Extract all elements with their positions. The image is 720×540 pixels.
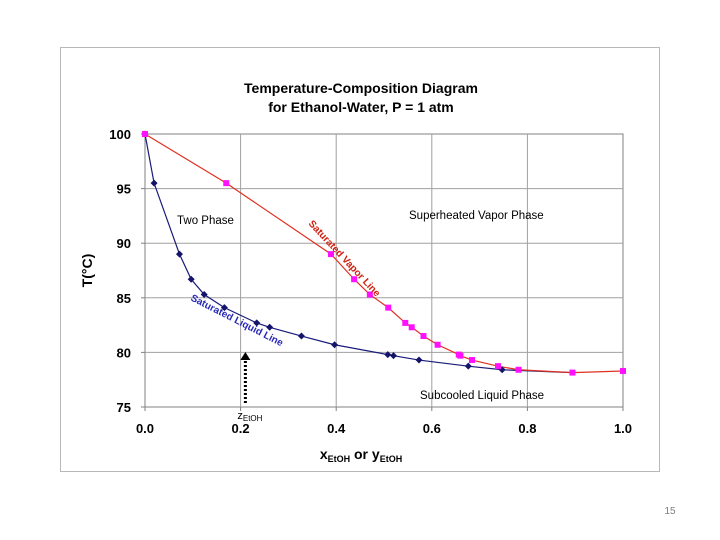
y-tick-label: 95	[117, 182, 131, 197]
y-tick-label: 90	[117, 236, 131, 251]
label-subcooled-liquid: Subcooled Liquid Phase	[420, 390, 544, 402]
data-point-liquid	[175, 250, 183, 258]
y-tick-label: 100	[109, 127, 131, 142]
y-axis-label: T(°C)	[79, 254, 95, 288]
series-line-0	[144, 133, 573, 374]
data-point-liquid	[297, 332, 305, 340]
data-point-vapor	[223, 180, 230, 187]
x-tick-label: 0.6	[423, 421, 441, 436]
data-point-liquid	[200, 291, 208, 299]
feed-arrow-head	[240, 352, 251, 360]
z-etoh-label: zEtOH	[237, 410, 262, 423]
y-tick-label: 85	[117, 291, 131, 306]
data-point-vapor	[468, 357, 475, 364]
data-point-vapor	[408, 324, 415, 331]
data-point-vapor	[515, 366, 522, 373]
data-point-vapor	[569, 369, 576, 376]
x-tick-label: 0.0	[136, 421, 154, 436]
data-point-vapor	[402, 319, 409, 326]
x-tick-label: 0.8	[518, 421, 536, 436]
slide-number: 15	[664, 506, 676, 517]
data-point-vapor	[142, 131, 148, 137]
data-point-liquid	[150, 179, 158, 187]
label-superheated-vapor: Superheated Vapor Phase	[409, 210, 544, 222]
label-two-phase: Two Phase	[177, 215, 234, 227]
data-point-liquid	[384, 351, 392, 359]
y-tick-label: 80	[117, 345, 131, 360]
data-point-liquid	[266, 323, 274, 331]
data-point-vapor	[434, 341, 441, 348]
data-point-vapor	[495, 363, 502, 370]
data-point-liquid	[389, 352, 397, 360]
data-point-liquid	[187, 275, 195, 283]
y-tick-label: 75	[117, 400, 131, 415]
data-point-vapor	[327, 251, 334, 258]
x-tick-label: 0.2	[232, 421, 250, 436]
chart-title-line2: for Ethanol-Water, P = 1 atm	[268, 99, 454, 115]
plot-area	[144, 133, 624, 408]
data-point-vapor	[366, 291, 373, 298]
data-point-liquid	[464, 362, 472, 370]
x-axis-label: xEtOH or yEtOH	[320, 446, 402, 464]
x-tick-label: 1.0	[614, 421, 632, 436]
x-tick-label: 0.4	[327, 421, 346, 436]
data-point-liquid	[220, 304, 228, 312]
data-point-vapor	[620, 367, 626, 374]
data-point-vapor	[420, 333, 427, 340]
data-point-liquid	[415, 356, 423, 364]
data-point-vapor	[457, 352, 464, 359]
chart-title-line1: Temperature-Composition Diagram	[244, 80, 478, 96]
data-point-vapor	[385, 304, 392, 311]
data-point-liquid	[331, 341, 339, 349]
data-point-vapor	[351, 276, 358, 283]
chart: Temperature-Composition Diagram for Ethan…	[79, 80, 632, 464]
chart-frame: Temperature-Composition Diagram for Ethan…	[60, 47, 660, 472]
data-point-liquid	[253, 319, 261, 327]
